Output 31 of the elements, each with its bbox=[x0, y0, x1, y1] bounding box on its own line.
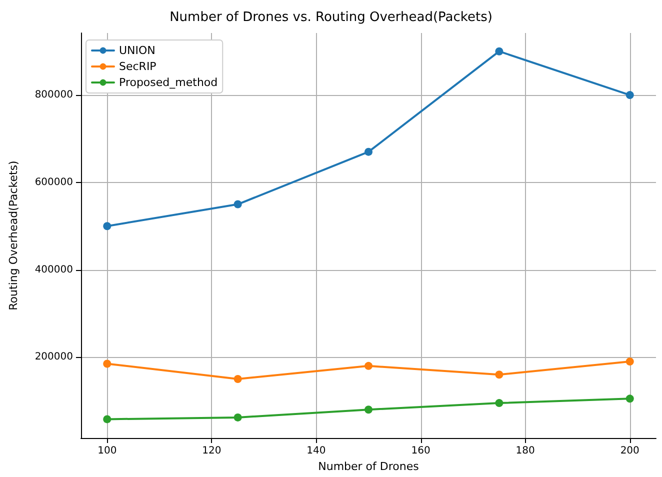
chart-title: Number of Drones vs. Routing Overhead(Packets) bbox=[170, 10, 492, 25]
point bbox=[626, 358, 634, 366]
x-axis-title: Number of Drones bbox=[318, 460, 420, 473]
legend-label: Proposed_method bbox=[119, 76, 218, 89]
y-tick-label: 200000 bbox=[34, 352, 73, 363]
point bbox=[234, 200, 242, 208]
x-tick-label: 120 bbox=[202, 446, 222, 456]
x-tick-label: 140 bbox=[306, 446, 326, 456]
y-tick-label: 800000 bbox=[34, 90, 73, 101]
point bbox=[103, 415, 112, 424]
y-tick-label: 600000 bbox=[34, 176, 73, 188]
point bbox=[364, 148, 372, 156]
point bbox=[364, 406, 372, 414]
y-tick-label: 400000 bbox=[34, 264, 73, 276]
point bbox=[495, 370, 504, 379]
point bbox=[234, 375, 242, 384]
point bbox=[495, 399, 504, 408]
legend-label: UNION bbox=[119, 44, 156, 57]
point bbox=[364, 362, 372, 370]
point bbox=[626, 394, 634, 403]
legend-label: SecRIP bbox=[119, 60, 157, 73]
point bbox=[103, 360, 112, 368]
x-tick-label: 200 bbox=[620, 446, 640, 456]
x-tick-label: 100 bbox=[98, 446, 117, 456]
point bbox=[626, 91, 634, 100]
x-tick-label: 180 bbox=[516, 446, 535, 456]
x-tick-label: 160 bbox=[411, 446, 430, 456]
point bbox=[103, 222, 112, 230]
point bbox=[234, 413, 242, 422]
point bbox=[495, 47, 504, 56]
y-axis-title: Routing Overhead(Packets) bbox=[7, 160, 20, 310]
